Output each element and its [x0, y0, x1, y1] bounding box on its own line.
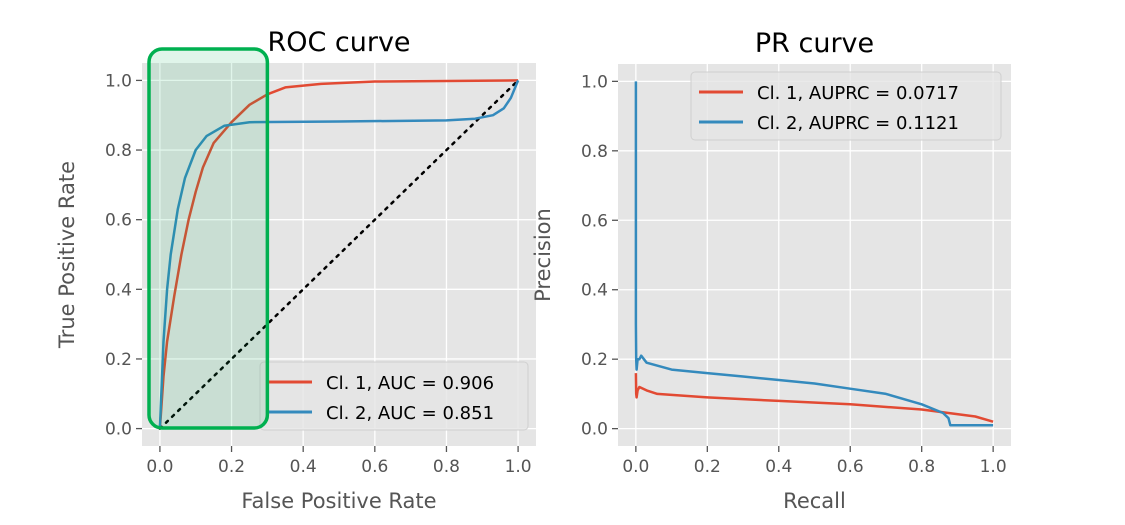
- legend-box: [690, 71, 1002, 141]
- x-tick-label: 0.2: [218, 457, 245, 477]
- chart-2: 0.0 0.2 0.4 0.6 0.8 1.0 0.0 0.2 0.4 0.6 0.8 1.0 PR c…: [531, 28, 1011, 513]
- legend-box: [259, 361, 529, 431]
- chart-title: ROC curve: [267, 27, 410, 58]
- legend-entry: Cl. 2, AUPRC = 0.1121: [757, 113, 959, 134]
- y-axis-label: Precision: [531, 208, 555, 302]
- y-tick-label: 0.0: [581, 420, 608, 440]
- legend: Cl. 1, AUPRC = 0.0717 Cl. 2, AUPRC = 0.11…: [690, 71, 1002, 141]
- y-tick-label: 0.2: [105, 350, 132, 370]
- legend-entry: Cl. 2, AUC = 0.851: [326, 403, 494, 424]
- legend-entry: Cl. 1, AUPRC = 0.0717: [757, 83, 959, 104]
- y-tick-label: 0.6: [581, 211, 608, 231]
- x-tick-label: 0.6: [837, 457, 864, 477]
- legend: Cl. 1, AUC = 0.906 Cl. 2, AUC = 0.851: [259, 361, 529, 431]
- y-tick-label: 0.6: [105, 211, 132, 231]
- y-tick-label: 0.4: [105, 280, 132, 300]
- x-tick-label: 1.0: [980, 457, 1007, 477]
- x-tick-label: 0.8: [433, 457, 460, 477]
- legend-entry: Cl. 1, AUC = 0.906: [326, 373, 494, 394]
- highlight-box: [147, 47, 270, 430]
- y-tick-label: 0.8: [105, 141, 132, 161]
- series-line-1: [634, 373, 994, 423]
- x-tick-label: 0.4: [290, 457, 317, 477]
- chart-1: 0.0 0.2 0.4 0.6 0.8 1.0 0.0 0.2 0.4 0.6 0.8 1.0 ROC …: [55, 27, 536, 513]
- x-tick-label: 0.0: [622, 457, 649, 477]
- y-tick-label: 0.4: [581, 281, 608, 301]
- x-tick-label: 0.2: [694, 457, 721, 477]
- chart-title: PR curve: [755, 28, 874, 59]
- chance-line: [158, 79, 520, 430]
- x-axis-label: Recall: [783, 489, 846, 513]
- y-tick-label: 0.0: [105, 420, 132, 440]
- series-line-2: [158, 79, 520, 429]
- x-axis-label: False Positive Rate: [241, 489, 436, 513]
- y-tick-label: 0.8: [581, 142, 608, 162]
- x-tick-label: 0.0: [146, 457, 173, 477]
- series-line-2: [634, 81, 994, 427]
- y-tick-label: 1.0: [105, 71, 132, 91]
- series-line-1: [158, 79, 519, 429]
- y-tick-label: 0.2: [581, 350, 608, 370]
- y-tick-label: 1.0: [581, 72, 608, 92]
- x-tick-label: 0.6: [361, 457, 388, 477]
- y-axis-label: True Positive Rate: [55, 161, 79, 349]
- x-tick-label: 0.8: [908, 457, 935, 477]
- x-tick-label: 1.0: [505, 457, 532, 477]
- x-tick-label: 0.4: [765, 457, 792, 477]
